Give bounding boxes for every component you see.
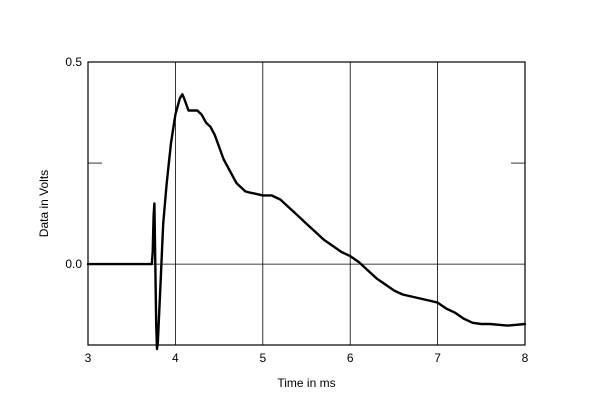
y-tick-label: 0.0 [65, 257, 82, 271]
x-tick-label: 4 [172, 351, 179, 365]
series-layer [86, 93, 527, 351]
x-tick-label: 7 [434, 351, 441, 365]
x-tick-label: 8 [522, 351, 529, 365]
plot-frame [87, 61, 526, 346]
x-axis-title: Time in ms [277, 376, 335, 390]
y-tick-label: 0.5 [65, 55, 82, 69]
x-tick-label: 3 [85, 351, 92, 365]
x-tick-label: 6 [347, 351, 354, 365]
series-line [86, 93, 527, 351]
y-axis-title: Data in Volts [37, 170, 51, 237]
x-tick-labels: 3 4 5 6 7 8 [85, 351, 529, 365]
x-tick-label: 5 [259, 351, 266, 365]
y-tick-labels: 0.0 0.5 [65, 55, 82, 271]
